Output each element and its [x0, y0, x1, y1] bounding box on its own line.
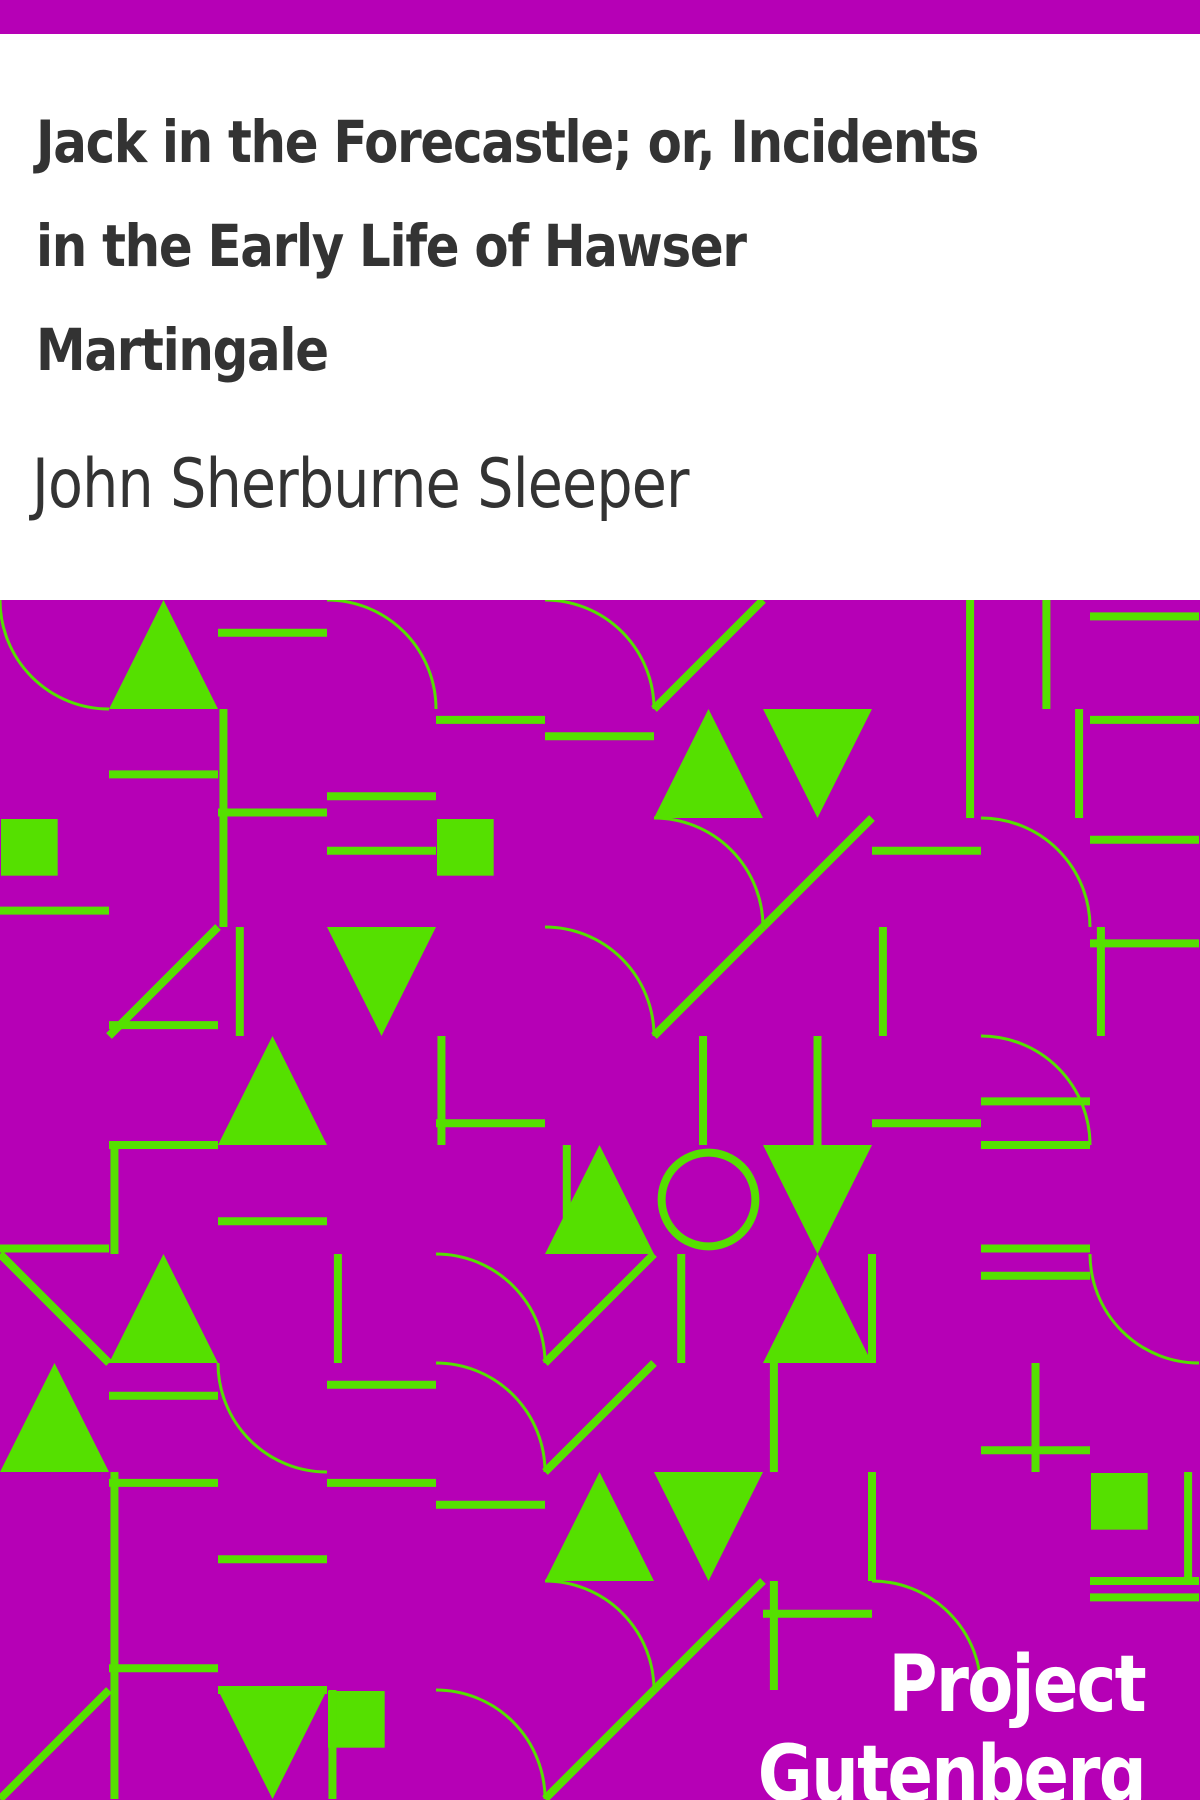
- top-color-band: [0, 0, 1200, 34]
- pattern-arc: [1088, 1253, 1200, 1365]
- pattern-arc: [544, 1579, 656, 1691]
- pattern-diagonal: [542, 1687, 657, 1800]
- pattern-arc: [980, 816, 1092, 928]
- pattern-arc: [544, 925, 656, 1037]
- pattern-ring: [657, 1148, 760, 1251]
- pattern-diagonal: [651, 924, 766, 1039]
- pattern-diagonal: [0, 1251, 112, 1366]
- book-author: John Sherburne Sleeper: [32, 445, 690, 524]
- pattern-arc: [326, 600, 438, 710]
- pattern-square: [1091, 1473, 1148, 1530]
- pattern-square: [1, 819, 58, 876]
- pattern-triangle-up: [763, 1254, 872, 1363]
- pattern-diagonal: [0, 1687, 112, 1800]
- pattern-diagonal: [542, 1251, 657, 1366]
- pattern-triangle-down: [327, 927, 436, 1036]
- pattern-arc: [653, 816, 765, 928]
- pattern-triangle-up: [109, 1254, 218, 1363]
- pattern-triangle-down: [218, 1690, 327, 1799]
- pattern-triangle-up: [545, 1145, 654, 1254]
- pattern-triangle-up: [0, 1363, 109, 1472]
- pattern-arc: [871, 1579, 983, 1691]
- pattern-diagonal: [106, 924, 221, 1039]
- pattern-square: [328, 1691, 385, 1748]
- pattern-triangle-down: [654, 1472, 763, 1581]
- pattern-arc: [544, 600, 656, 710]
- book-title: Jack in the Forecastle; or, Incidents in…: [36, 108, 979, 384]
- publisher-name: Project Gutenberg: [757, 1640, 1147, 1800]
- pattern-arc: [435, 1688, 547, 1800]
- pattern-square: [437, 819, 494, 876]
- pattern-triangle-up: [545, 1472, 654, 1581]
- pattern-diagonal: [760, 815, 875, 930]
- pattern-arc: [0, 600, 110, 711]
- pattern-arc: [435, 1252, 547, 1364]
- pattern-diagonal: [651, 1578, 766, 1693]
- pattern-triangle-down: [763, 709, 872, 818]
- pattern-arc: [980, 1034, 1092, 1146]
- geometric-pattern: [0, 600, 1200, 1800]
- pattern-triangle-down: [763, 1145, 872, 1254]
- pattern-diagonal: [651, 600, 766, 712]
- pattern-shapes: [0, 600, 1200, 1800]
- pattern-arc: [216, 1362, 328, 1474]
- pattern-diagonal: [542, 1360, 657, 1475]
- pattern-arc: [435, 1361, 547, 1473]
- pattern-triangle-up: [109, 600, 218, 709]
- pattern-triangle-up: [654, 709, 763, 818]
- pattern-triangle-up: [218, 1036, 327, 1145]
